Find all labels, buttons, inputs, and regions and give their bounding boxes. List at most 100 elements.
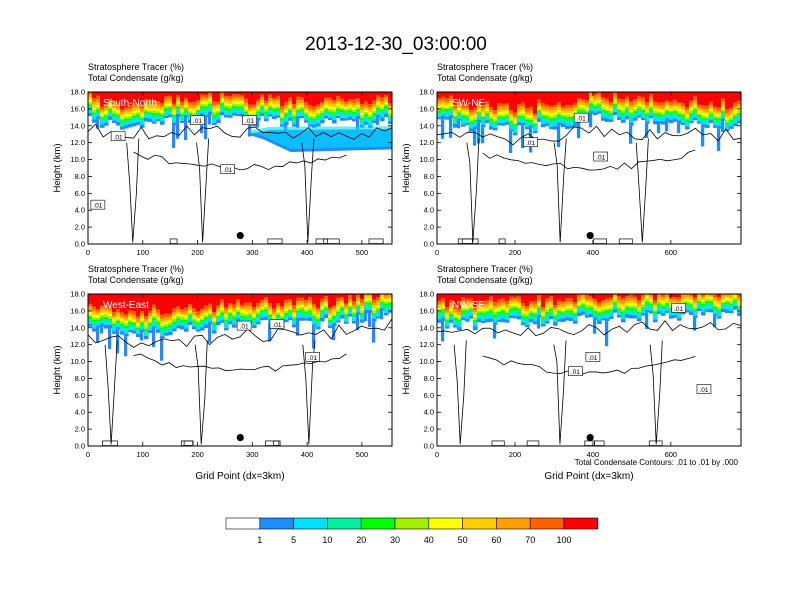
y-tick-label: 12.0 [419, 138, 434, 147]
panel-title-line: Stratosphere Tracer (%) [88, 264, 184, 274]
colorbar-swatch [529, 517, 565, 530]
panel-south-north: Stratosphere Tracer (%)Total Condensate … [52, 62, 393, 257]
colorbar-swatch [293, 517, 328, 530]
location-marker [236, 433, 244, 442]
condensate-cell [594, 440, 605, 446]
y-tick-label: 18.0 [70, 290, 85, 299]
condensate-contour [301, 138, 315, 243]
condensate-cell [267, 238, 283, 244]
contour-footnote: Total Condensate Contours: .01 to .01 by… [575, 458, 739, 467]
panel-title-line: Total Condensate (g/kg) [437, 73, 533, 83]
y-axis-label: Height (km) [401, 143, 412, 192]
colorbar-label: 50 [458, 535, 468, 545]
colorbar-label: 30 [390, 535, 400, 545]
colorbar-swatch [462, 517, 497, 530]
condensate-cell [618, 238, 633, 244]
condensate-contour [104, 340, 118, 445]
y-tick-label: 14.0 [419, 121, 434, 130]
x-tick-label: 0 [435, 248, 439, 257]
y-tick-label: 10.0 [70, 357, 85, 366]
contour-label-box [269, 319, 285, 329]
condensate-cell [368, 238, 384, 244]
colorbar-swatch [327, 517, 362, 530]
contour-label-box [593, 151, 608, 162]
x-axis-label: Grid Point (dx=3km) [544, 471, 633, 482]
x-tick-label: 200 [509, 248, 522, 257]
y-tick-label: 16.0 [419, 306, 434, 315]
condensate-cell [498, 238, 506, 244]
contour-label: .01 [571, 369, 580, 376]
y-tick-label: 16.0 [70, 104, 85, 113]
panel-west-east: Stratosphere Tracer (%)Total Condensate … [52, 264, 393, 482]
x-tick-label: 400 [587, 450, 600, 459]
contour-label-box [190, 115, 205, 126]
colorbar-swatch [496, 517, 531, 530]
panel-title-line: Stratosphere Tracer (%) [88, 62, 184, 72]
y-tick-label: 2.0 [424, 223, 434, 232]
y-tick-label: 0.0 [75, 442, 85, 451]
y-tick-label: 2.0 [75, 223, 85, 232]
contour-label: .01 [699, 387, 708, 394]
condensate-cell [102, 440, 118, 446]
condensate-cell [491, 440, 505, 446]
condensate-cell [315, 238, 328, 244]
x-tick-label: 200 [509, 450, 522, 459]
y-tick-label: 8.0 [424, 172, 434, 181]
contour-label: .01 [240, 324, 249, 331]
contour-label-box [90, 199, 106, 210]
plot-frame [87, 91, 393, 245]
colorbar-label: 5 [291, 535, 296, 545]
panel-name: South-North [103, 98, 157, 109]
x-tick-label: 0 [435, 450, 439, 459]
x-tick-label: 300 [246, 248, 259, 257]
y-tick-label: 4.0 [424, 408, 434, 417]
condensate-cell [461, 238, 479, 244]
y-tick-label: 12.0 [70, 340, 85, 349]
contour-label: .01 [674, 306, 683, 313]
x-tick-label: 600 [665, 450, 678, 459]
y-tick-label: 12.0 [419, 340, 434, 349]
condensate-contour [553, 138, 567, 243]
colorbar-swatch [394, 517, 430, 530]
y-tick-label: 6.0 [424, 391, 434, 400]
condensate-contour [88, 123, 392, 140]
y-tick-label: 14.0 [419, 323, 434, 332]
colorbar-label: 20 [356, 535, 366, 545]
contour-label-box [523, 137, 538, 147]
y-tick-label: 6.0 [424, 189, 434, 198]
condensate-contour [88, 318, 392, 348]
y-tick-label: 8.0 [75, 172, 85, 181]
contour-label: .01 [93, 203, 102, 210]
y-tick-label: 4.0 [75, 408, 85, 417]
x-tick-label: 500 [356, 450, 369, 459]
contour-label: .01 [223, 167, 232, 174]
x-tick-label: 400 [301, 248, 314, 257]
y-tick-label: 6.0 [75, 391, 85, 400]
condensate-contour [482, 149, 696, 171]
y-tick-label: 12.0 [70, 138, 85, 147]
location-marker [586, 433, 594, 442]
y-tick-label: 2.0 [75, 425, 85, 434]
contour-label: .01 [526, 140, 535, 147]
y-tick-label: 10.0 [70, 155, 85, 164]
x-tick-label: 200 [191, 248, 204, 257]
contour-label-box [585, 352, 601, 362]
condensate-contour [194, 340, 208, 445]
x-axis-label: Grid Point (dx=3km) [195, 471, 284, 482]
condensate-cell [183, 440, 194, 446]
condensate-cell [593, 238, 607, 244]
y-tick-label: 14.0 [70, 121, 85, 130]
y-axis-label: Height (km) [401, 345, 412, 394]
y-tick-label: 18.0 [70, 88, 85, 97]
contour-label-box [242, 115, 257, 126]
y-tick-label: 0.0 [75, 240, 85, 249]
x-tick-label: 500 [356, 248, 369, 257]
colorbar-label: 100 [556, 535, 571, 545]
location-marker [236, 231, 244, 240]
y-tick-label: 0.0 [424, 240, 434, 249]
location-marker [586, 231, 594, 240]
plot-area: .01 .01 .01 West-East [88, 294, 392, 446]
contour-label-box [568, 366, 583, 376]
contour-label: .01 [272, 322, 281, 329]
panel-title-line: Stratosphere Tracer (%) [437, 264, 533, 274]
